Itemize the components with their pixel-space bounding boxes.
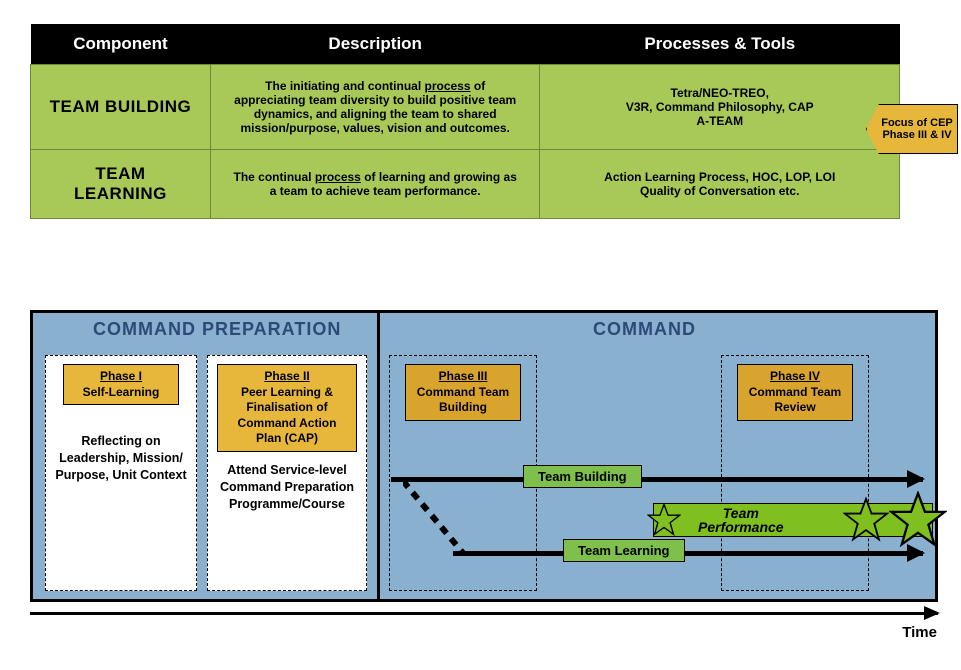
team-performance-text: Team Performance xyxy=(698,506,784,534)
team-learning-label: Team Learning xyxy=(563,539,685,562)
row2-description: The continual process of learning and gr… xyxy=(210,150,540,219)
section-divider xyxy=(377,313,380,599)
time-axis xyxy=(30,612,938,615)
row2-tools: Action Learning Process, HOC, LOP, LOI Q… xyxy=(540,150,900,219)
team-building-label: Team Building xyxy=(523,465,642,488)
phase4-tag: Phase IV Command Team Review xyxy=(737,364,853,421)
th-component: Component xyxy=(31,24,211,65)
table-row: TEAM BUILDING The initiating and continu… xyxy=(31,65,900,150)
star-icon xyxy=(889,491,947,549)
phase1-tag: Phase I Self-Learning xyxy=(63,364,179,405)
time-axis-label: Time xyxy=(902,624,937,641)
command-diagram: COMMAND PREPARATION COMMAND Phase I Self… xyxy=(30,310,938,602)
phase1-desc: Reflecting on Leadership, Mission/ Purpo… xyxy=(54,433,188,484)
phase1-box: Phase I Self-Learning Reflecting on Lead… xyxy=(45,355,197,591)
focus-callout: Focus of CEP Phase III & IV xyxy=(866,104,958,154)
table-header-row: Component Description Processes & Tools xyxy=(31,24,900,65)
component-table: Component Description Processes & Tools … xyxy=(30,24,900,219)
diagonal-dash xyxy=(403,481,503,553)
section-title-command: COMMAND xyxy=(593,319,696,340)
phase2-desc: Attend Service-level Command Preparation… xyxy=(216,462,358,513)
th-description: Description xyxy=(210,24,540,65)
row2-component-text: TEAM LEARNING xyxy=(49,164,192,204)
row1-description: The initiating and continual process of … xyxy=(210,65,540,150)
row1-tools: Tetra/NEO-TREO, V3R, Command Philosophy,… xyxy=(540,65,900,150)
section-title-prep: COMMAND PREPARATION xyxy=(93,319,341,340)
row1-component: TEAM BUILDING xyxy=(31,65,211,150)
focus-callout-text: Focus of CEP Phase III & IV xyxy=(881,117,953,141)
team-learning-arrow xyxy=(453,551,923,556)
row1-component-text: TEAM BUILDING xyxy=(49,97,192,117)
th-tools: Processes & Tools xyxy=(540,24,900,65)
phase2-tag: Phase II Peer Learning & Finalisation of… xyxy=(217,364,357,452)
phase2-box: Phase II Peer Learning & Finalisation of… xyxy=(207,355,367,591)
star-icon xyxy=(647,503,681,537)
row2-component: TEAM LEARNING xyxy=(31,150,211,219)
phase3-tag: Phase III Command Team Building xyxy=(405,364,521,421)
star-icon xyxy=(843,497,889,543)
table-row: TEAM LEARNING The continual process of l… xyxy=(31,150,900,219)
